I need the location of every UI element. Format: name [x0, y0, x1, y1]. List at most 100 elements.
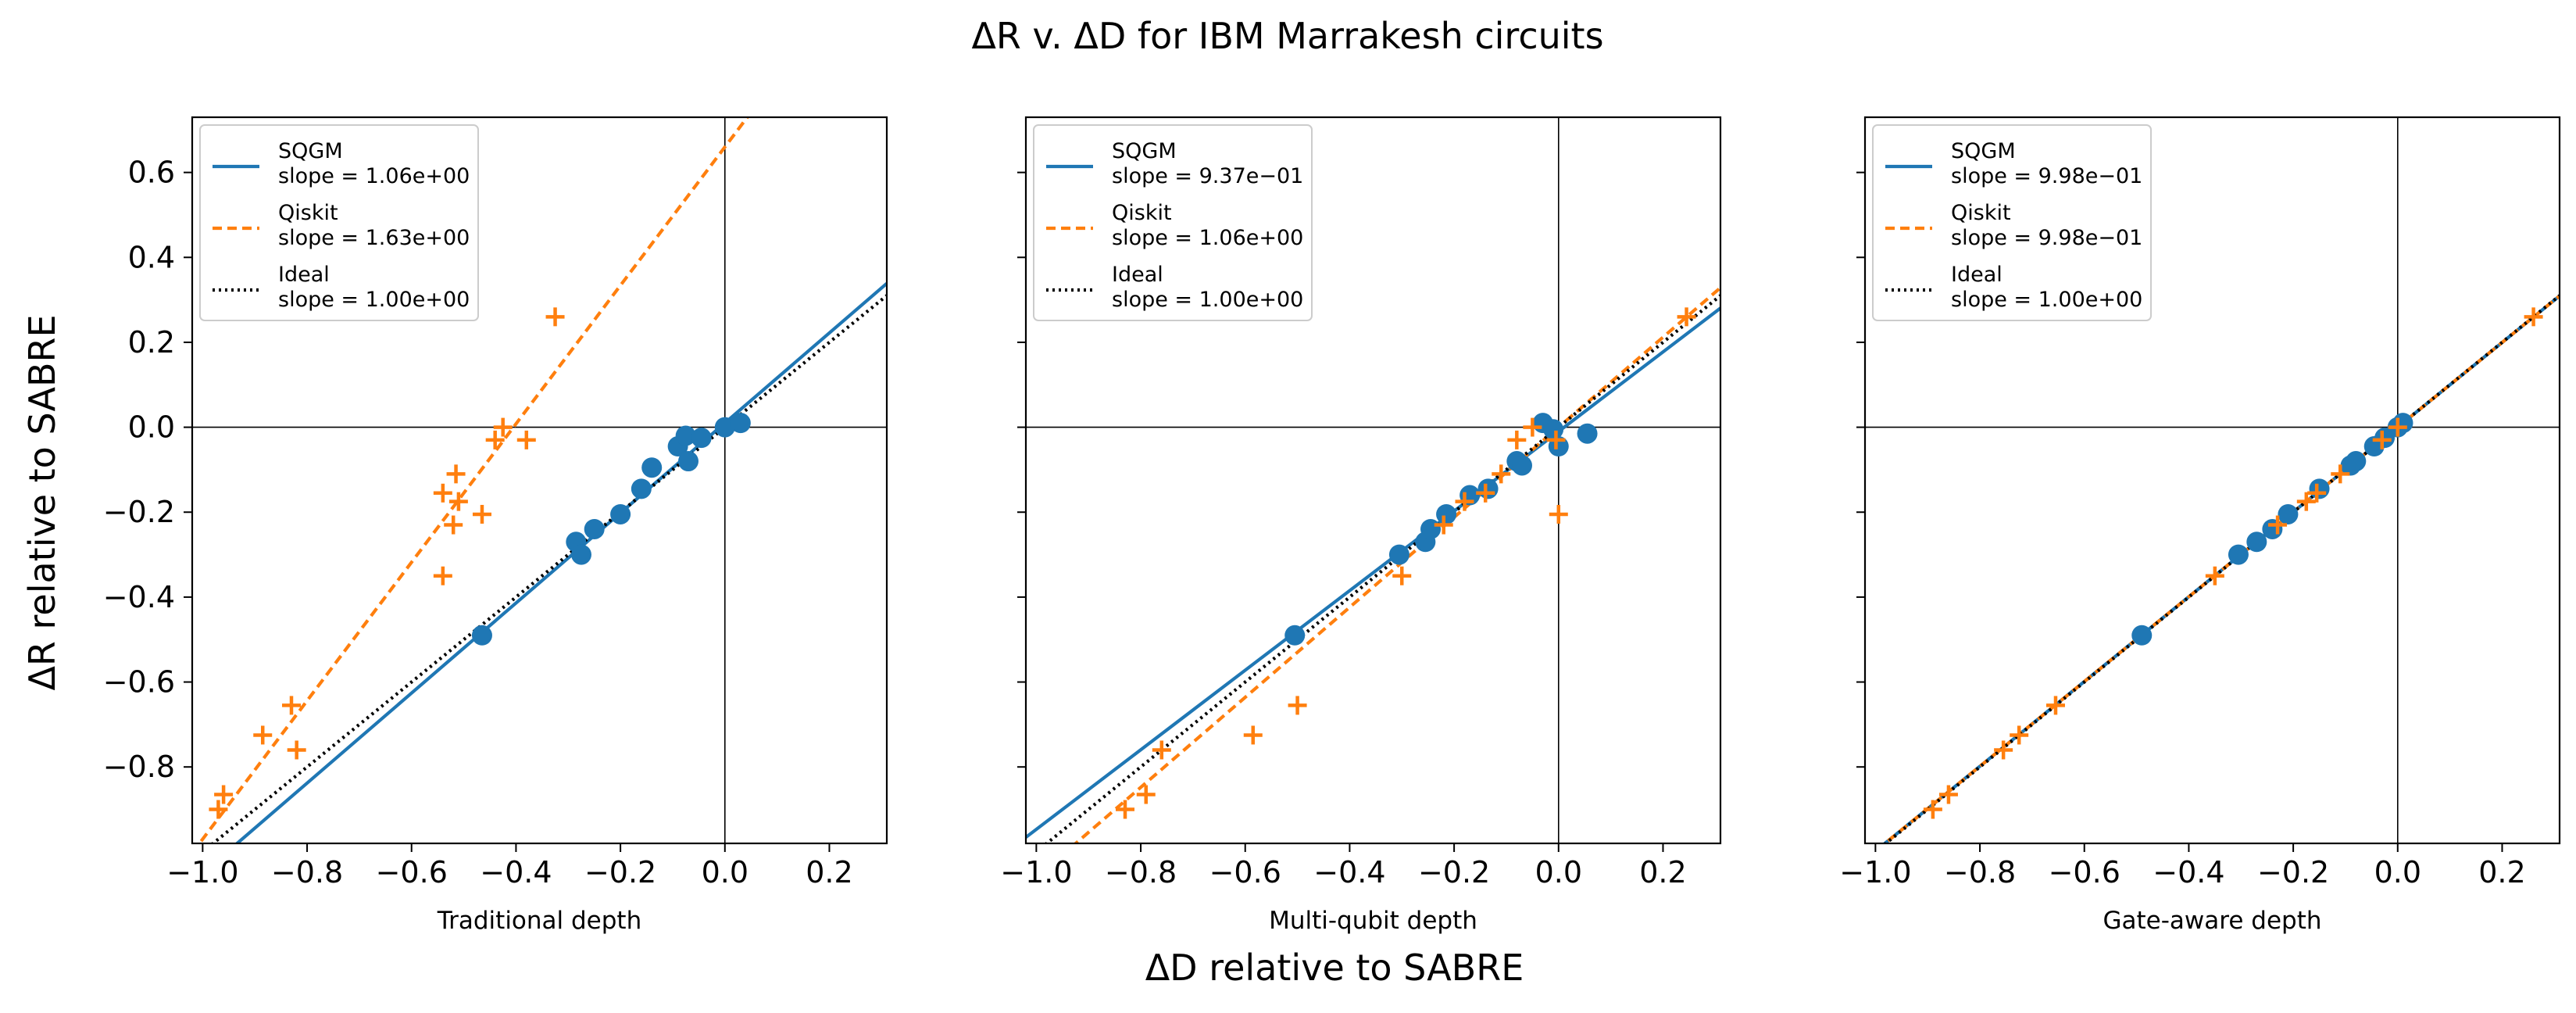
panel-1-legend-qiskit-slope: slope = 1.63e+00	[278, 226, 470, 250]
panel-1-xtick-label-2: −0.6	[376, 855, 448, 890]
panel-2-xtick-label-0: −1.0	[1000, 855, 1072, 890]
panel-2-qiskit-point-12	[1546, 430, 1566, 449]
panel-2-xtick-label-2: −0.6	[1209, 855, 1281, 890]
panel-1: −1.0 −0.8 −0.6 −0.4 −0.2 0.0 0.2 −0.8 −0.6 −0.4 −0…	[103, 116, 888, 935]
panel-1-ytick-label-6: 0.4	[128, 240, 175, 274]
panel-3-legend-sqgm-slope: slope = 9.98e−01	[1951, 164, 2142, 188]
panel-1-qiskit-point-7	[444, 515, 463, 535]
panel-2-sqgm-line	[1026, 306, 1720, 839]
panel-1-sqgm-point-0	[471, 625, 492, 646]
panel-1-qiskit-point-10	[472, 504, 491, 524]
panel-3-xtick-label-0: −1.0	[1839, 855, 1911, 890]
panel-1-sqgm-point-2	[570, 544, 591, 565]
panel-1-xlabel: Traditional depth	[437, 907, 642, 935]
panel-1-ytick-label-1: −0.6	[103, 665, 175, 700]
panel-1-ytick-label-5: 0.2	[128, 325, 175, 360]
panel-3-legend-qiskit-name: Qiskit	[1951, 201, 2011, 225]
panel-1-qiskit-point-5	[433, 483, 452, 503]
figure-xlabel: ΔD relative to SABRE	[1145, 947, 1524, 989]
panel-1-frame	[191, 116, 888, 845]
panel-2-sqgm-point-4	[1436, 503, 1457, 524]
panel-1-qiskit-point-12	[493, 417, 513, 437]
panel-3-qiskit-point-3	[2010, 725, 2029, 745]
panel-2-qiskit-point-7	[1455, 492, 1474, 511]
panel-1-qiskit-point-2	[253, 725, 273, 745]
panel-2-qiskit-point-4	[1288, 696, 1307, 715]
panel-2-legend-box	[1033, 124, 1313, 321]
panel-1-legend-sqgm-name: SQGM	[278, 139, 343, 163]
panel-2-qiskit-point-1	[1136, 785, 1156, 804]
panel-1-xtick-label-3: −0.4	[480, 855, 552, 890]
panel-2-qiskit-line	[1073, 286, 1720, 843]
panel-1-legend-sqgm-slope: slope = 1.06e+00	[278, 164, 470, 188]
panel-2-legend-ideal-name: Ideal	[1112, 263, 1163, 287]
panel-3-legend-qiskit-slope: slope = 9.98e−01	[1951, 226, 2142, 250]
panel-3-qiskit-point-7	[2296, 492, 2316, 511]
panel-1-qiskit-point-6	[433, 566, 452, 585]
panel-3-qiskit-point-2	[1994, 740, 2013, 760]
panel-3-frame	[1863, 116, 2561, 845]
panel-3-sqgm-point-1	[2228, 544, 2249, 565]
panel-3-ideal-line	[1883, 294, 2560, 843]
panel-3-legend-sqgm-name: SQGM	[1951, 139, 2016, 163]
panel-2-xtick-label-6: 0.2	[1639, 855, 1686, 890]
panel-2-legend-ideal-slope: slope = 1.00e+00	[1112, 288, 1303, 312]
panel-1-ytick-label-0: −0.8	[103, 750, 175, 784]
panel-2-qiskit-point-14	[1677, 307, 1696, 327]
panel-1-sqgm-point-3	[584, 518, 605, 539]
panel-1-xtick-label-4: −0.2	[584, 855, 656, 890]
panel-3-qiskit-point-11	[2388, 417, 2407, 437]
panel-2-legend-qiskit-name: Qiskit	[1112, 201, 1172, 225]
panel-1-qiskit-point-9	[448, 492, 468, 511]
panel-3-sqgm-point-11	[2392, 413, 2413, 434]
panel-1-ideal-line	[210, 294, 887, 843]
panel-2-qiskit-point-9	[1492, 464, 1511, 484]
panel-2-sqgm-point-8	[1512, 455, 1532, 476]
figure-ylabel: ΔR relative to SABRE	[21, 314, 63, 690]
panel-2-ideal-line	[1044, 294, 1720, 843]
panel-2-qiskit-point-2	[1152, 740, 1171, 760]
panel-1-sqgm-point-11	[714, 417, 735, 438]
panel-1-qiskit-point-3	[282, 696, 301, 715]
panel-2-qiskit-point-11	[1523, 417, 1542, 437]
panel-1-ytick-label-7: 0.6	[128, 156, 175, 190]
panel-1-qiskit-point-1	[214, 785, 234, 804]
panel-3-qiskit-point-4	[2045, 696, 2065, 715]
panel-2-legend-sqgm-slope: slope = 9.37e−01	[1112, 164, 1303, 188]
panel-3-sqgm-point-0	[2131, 625, 2153, 646]
panel-3-xtick-label-5: 0.0	[2374, 855, 2421, 890]
panel-2-xtick-label-5: 0.0	[1535, 855, 1582, 890]
panel-3-legend-ideal-name: Ideal	[1951, 263, 2003, 287]
panel-1-xtick-label-0: −1.0	[166, 855, 238, 890]
panel-3-qiskit-point-8	[2307, 483, 2327, 503]
panel-2: −1.0 −0.8 −0.6 −0.4 −0.2 0.0 0.2 Multi-qubit de…	[1000, 116, 1722, 935]
panel-3-legend-ideal-slope: slope = 1.00e+00	[1951, 288, 2142, 312]
panel-2-frame	[1024, 116, 1722, 845]
panel-1-xtick-label-1: −0.8	[271, 855, 343, 890]
panel-3-xtick-label-2: −0.6	[2049, 855, 2120, 890]
panel-3-legend-box	[1872, 124, 2152, 321]
figure-title: ΔR v. ΔD for IBM Marrakesh circuits	[971, 15, 1603, 57]
panel-1-qiskit-point-14	[545, 307, 565, 327]
panel-1-sqgm-point-10	[691, 428, 712, 449]
panel-1-ytick-label-2: −0.4	[103, 580, 175, 614]
panel-3-xtick-label-4: −0.2	[2257, 855, 2329, 890]
panel-3-sqgm-point-5	[2309, 478, 2330, 499]
panel-3-xlabel: Gate-aware depth	[2103, 907, 2322, 935]
panel-1-xtick-label-5: 0.0	[702, 855, 749, 890]
panel-1-qiskit-point-8	[446, 464, 466, 484]
panel-3-series-layer	[1882, 294, 2560, 843]
panel-2-xtick-label-1: −0.8	[1105, 855, 1177, 890]
panel-1-sqgm-point-5	[631, 478, 652, 499]
panel-3-sqgm-point-4	[2278, 503, 2299, 524]
panel-1-legend-box	[199, 124, 479, 321]
panel-3: −1.0 −0.8 −0.6 −0.4 −0.2 0.0 0.2 Gate-aware dep…	[1839, 116, 2561, 935]
panel-3-qiskit-point-0	[1923, 800, 1942, 819]
panel-1-legend-qiskit-name: Qiskit	[278, 201, 338, 225]
panel-1-ytick-label-4: 0.0	[128, 410, 175, 445]
panel-2-qiskit-point-13	[1549, 504, 1568, 524]
panel-2-sqgm-point-0	[1284, 625, 1306, 646]
